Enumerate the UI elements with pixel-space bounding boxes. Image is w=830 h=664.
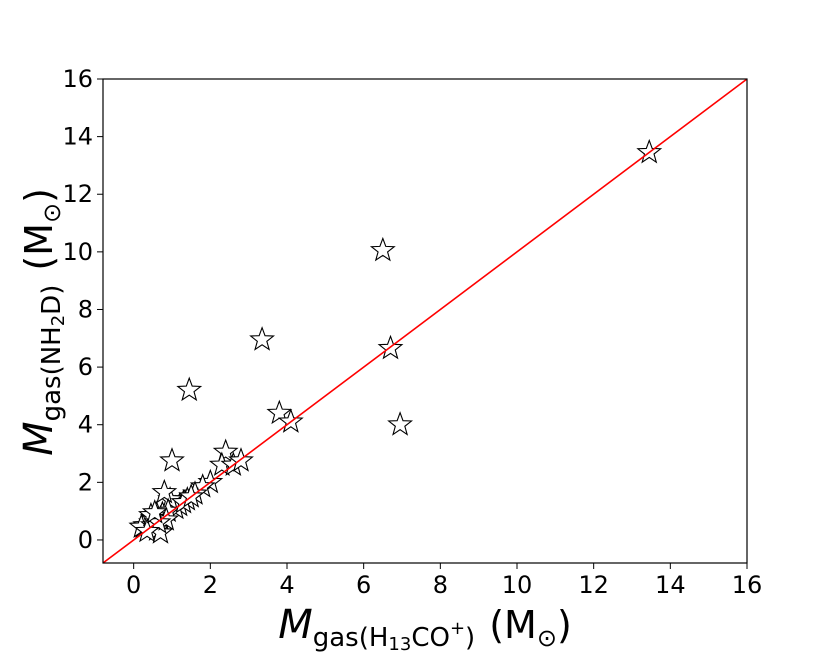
- y-tick-label: 2: [78, 468, 93, 496]
- x-label-unit: (M: [489, 603, 537, 647]
- y-tick-label: 8: [78, 295, 93, 323]
- data-point: [277, 408, 304, 433]
- x-tick-label: 10: [502, 571, 533, 599]
- x-tick-label: 12: [578, 571, 609, 599]
- y-tick-label: 16: [62, 65, 93, 93]
- x-tick-label: 0: [126, 571, 141, 599]
- x-tick-label: 14: [655, 571, 686, 599]
- data-point: [636, 138, 663, 164]
- x-tick-label: 6: [356, 571, 371, 599]
- plot-frame: [102, 78, 748, 564]
- data-point: [387, 411, 414, 436]
- y-tick-label: 6: [78, 353, 93, 381]
- axis-ticks: 0 2 4 6 8 10 12 14 16 0 2 4 6 8 10 12 14 16: [62, 65, 762, 599]
- y-label-subscript: gas(NH: [37, 326, 67, 421]
- x-tick-label: 16: [732, 571, 763, 599]
- data-point: [176, 376, 203, 402]
- y-label-subsub: 2: [48, 315, 69, 326]
- y-tick-label: 12: [62, 180, 93, 208]
- x-label-math: M: [278, 602, 313, 648]
- x-label-unit-close: ): [557, 603, 572, 647]
- x-label-sub-close: ): [465, 623, 475, 653]
- x-tick-label: 4: [279, 571, 294, 599]
- data-point: [369, 236, 396, 262]
- x-label-subscript: gas(H: [313, 623, 389, 653]
- y-label-unit-close: ): [17, 188, 61, 203]
- y-label-unit-sub: ⊙: [38, 203, 66, 223]
- data-point: [212, 438, 239, 464]
- x-label-subsub: 13: [388, 634, 411, 655]
- x-axis-label: Mgas(H13CO+) (M⊙): [278, 602, 572, 655]
- y-axis-label: Mgas(NH2D) (M⊙): [16, 188, 69, 456]
- y-tick-label: 14: [62, 123, 93, 151]
- y-tick-label: 10: [62, 238, 93, 266]
- y-label-subtail: D): [37, 285, 67, 315]
- y-label-unit: (M: [17, 223, 61, 271]
- one-to-one-line: [102, 78, 748, 564]
- x-label-subtail: CO: [411, 623, 450, 653]
- x-label-unit-sub: ⊙: [537, 624, 557, 652]
- x-label-sup: +: [450, 618, 465, 639]
- data-point: [178, 483, 205, 508]
- data-point: [249, 326, 276, 351]
- plot-layer: [102, 78, 748, 564]
- data-point: [159, 447, 185, 472]
- data-point: [141, 498, 168, 524]
- y-tick-label: 4: [78, 411, 93, 439]
- y-label-math: M: [16, 421, 62, 456]
- x-tick-label: 8: [433, 571, 448, 599]
- y-tick-label: 0: [78, 526, 93, 554]
- x-tick-label: 2: [203, 571, 218, 599]
- data-point: [151, 478, 178, 504]
